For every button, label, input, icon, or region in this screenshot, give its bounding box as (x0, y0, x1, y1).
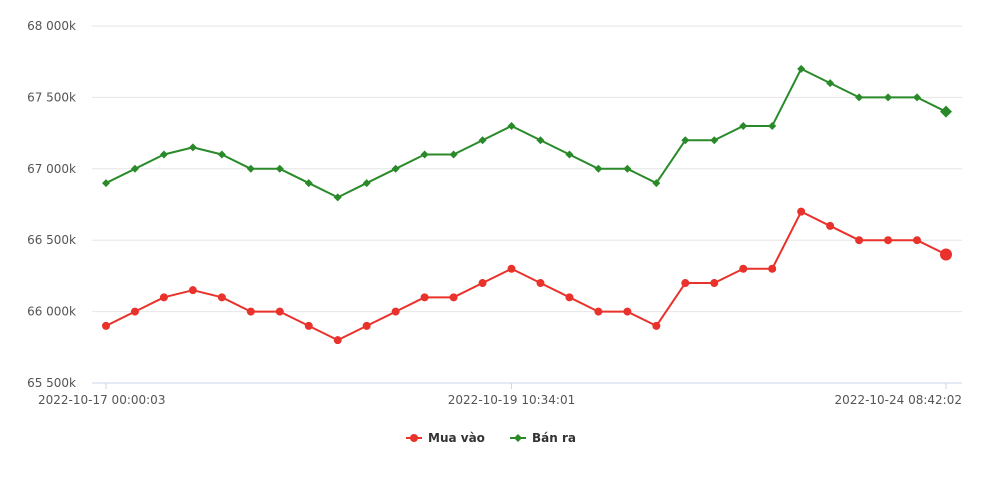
data-point[interactable] (246, 307, 255, 316)
data-point[interactable] (478, 136, 487, 145)
data-point[interactable] (333, 193, 342, 202)
data-point[interactable] (304, 179, 313, 188)
data-point[interactable] (420, 150, 429, 159)
data-point[interactable] (739, 121, 748, 130)
series-line (105, 210, 947, 342)
data-point[interactable] (826, 221, 835, 230)
data-point[interactable] (536, 279, 545, 288)
data-point[interactable] (188, 143, 197, 152)
data-point[interactable] (797, 207, 806, 216)
data-point[interactable] (391, 164, 400, 173)
data-point[interactable] (304, 321, 313, 330)
data-point[interactable] (130, 307, 139, 316)
data-point[interactable] (681, 136, 690, 145)
data-point[interactable] (681, 279, 690, 288)
data-point[interactable] (507, 121, 516, 130)
y-axis-ticks: 68 000k 67 500k 67 000k 66 500k 66 000k 65 50… (27, 19, 76, 390)
data-point[interactable] (362, 179, 371, 188)
y-tick-label: 66 000k (27, 305, 76, 319)
series-ban-ra (102, 64, 952, 202)
data-point[interactable] (826, 79, 835, 88)
series-line (105, 67, 947, 199)
x-axis-ticks: 2022-10-17 00:00:03 2022-10-19 10:34:01 20… (38, 383, 962, 407)
data-point[interactable] (507, 264, 516, 273)
x-tick-label: 2022-10-24 08:42:02 (835, 393, 962, 407)
series-group (102, 64, 952, 345)
legend-label: Mua vào (428, 431, 485, 445)
legend-marker-circle (410, 434, 418, 442)
data-point[interactable] (768, 264, 777, 273)
data-point[interactable] (275, 307, 284, 316)
data-point[interactable] (913, 236, 922, 245)
data-point[interactable] (449, 293, 458, 302)
data-point[interactable] (710, 279, 719, 288)
data-point[interactable] (623, 307, 632, 316)
data-point[interactable] (102, 321, 110, 330)
data-point[interactable] (478, 279, 487, 288)
legend-marker-diamond (514, 434, 522, 442)
data-point[interactable] (884, 93, 893, 102)
series-mua-vao (102, 207, 952, 345)
data-point[interactable] (102, 179, 110, 188)
y-tick-label: 65 500k (27, 376, 76, 390)
data-point[interactable] (710, 136, 719, 145)
legend: Mua vào Bán ra (406, 431, 576, 445)
data-point[interactable] (130, 164, 139, 173)
y-tick-label: 67 500k (27, 90, 76, 104)
data-point[interactable] (652, 179, 661, 188)
data-point[interactable] (768, 121, 777, 130)
legend-item[interactable]: Bán ra (510, 431, 576, 445)
data-point[interactable] (333, 336, 342, 345)
data-point[interactable] (739, 264, 748, 273)
y-tick-label: 67 000k (27, 162, 76, 176)
data-point[interactable] (594, 307, 603, 316)
data-point[interactable] (188, 286, 197, 295)
data-point[interactable] (855, 236, 864, 245)
data-point[interactable] (536, 136, 545, 145)
data-point[interactable] (797, 64, 806, 73)
x-tick-label: 2022-10-17 00:00:03 (38, 393, 165, 407)
y-tick-label: 66 500k (27, 233, 76, 247)
x-tick-label: 2022-10-19 10:34:01 (448, 393, 575, 407)
data-point[interactable] (940, 105, 952, 118)
data-point[interactable] (652, 321, 661, 330)
data-point[interactable] (449, 150, 458, 159)
data-point[interactable] (565, 293, 574, 302)
data-point[interactable] (855, 93, 864, 102)
data-point[interactable] (246, 164, 255, 173)
data-point[interactable] (565, 150, 574, 159)
data-point[interactable] (420, 293, 429, 302)
data-point[interactable] (623, 164, 632, 173)
data-point[interactable] (913, 93, 922, 102)
grid-lines (92, 25, 962, 384)
data-point[interactable] (159, 150, 168, 159)
data-point[interactable] (391, 307, 400, 316)
data-point[interactable] (275, 164, 284, 173)
data-point[interactable] (217, 150, 226, 159)
legend-label: Bán ra (532, 431, 576, 445)
legend-item[interactable]: Mua vào (406, 431, 485, 445)
data-point[interactable] (217, 293, 226, 302)
y-tick-label: 68 000k (27, 19, 76, 33)
data-point[interactable] (362, 321, 371, 330)
data-point[interactable] (884, 236, 893, 245)
data-point[interactable] (159, 293, 168, 302)
data-point[interactable] (594, 164, 603, 173)
data-point[interactable] (940, 248, 952, 261)
